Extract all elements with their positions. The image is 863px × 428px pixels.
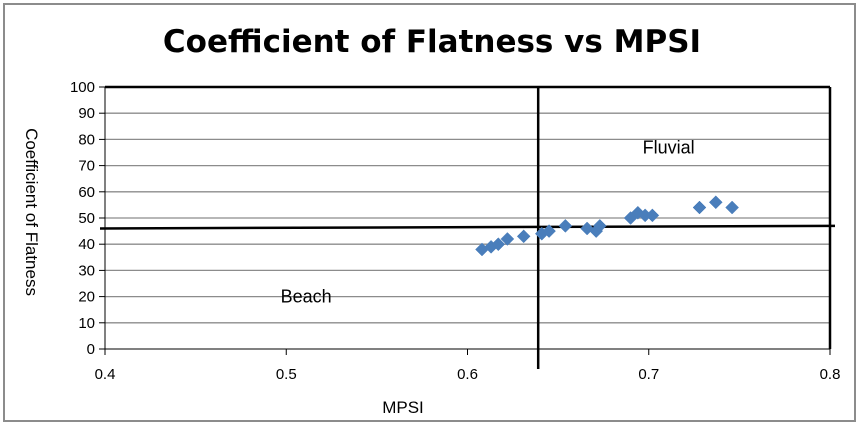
x-tick-label-0.8: 0.8	[820, 366, 841, 383]
data-point-14	[645, 208, 660, 223]
x-tick-label-0.6: 0.6	[457, 366, 478, 383]
y-tick-label-80: 80	[78, 131, 95, 148]
tick-labels: 0 10 20 30 40 50 60 70 80 90 100 0.4 0.5 0.6 0.7 0.8	[70, 79, 840, 383]
data-point-17	[725, 200, 739, 215]
y-tick-label-60: 60	[78, 184, 95, 201]
data-point-6	[542, 224, 556, 238]
y-axis-label: Coefficient of Flatness	[22, 128, 41, 296]
data-point-15	[692, 200, 707, 215]
x-tick-label-0.7: 0.7	[638, 366, 659, 383]
y-tick-label-30: 30	[78, 262, 95, 279]
y-tick-label-10: 10	[78, 315, 95, 332]
axes	[99, 85, 832, 355]
x-tick-label-0.4: 0.4	[95, 366, 116, 383]
x-axis-label: MPSI	[382, 398, 424, 417]
annotation-beach: Beach	[281, 287, 332, 307]
y-tick-label-90: 90	[78, 105, 95, 122]
y-tick-label-70: 70	[78, 158, 95, 175]
data-point-10	[592, 219, 607, 233]
annotation-fluvial: Fluvial	[643, 137, 695, 157]
data-point-16	[708, 195, 723, 210]
y-tick-label-0: 0	[87, 341, 95, 358]
y-tick-label-50: 50	[78, 210, 95, 227]
data-point-7	[558, 219, 573, 233]
y-tick-label-20: 20	[78, 289, 95, 306]
chart-frame	[3, 3, 856, 422]
grid-lines	[105, 112, 830, 324]
data-point-4	[516, 229, 531, 244]
region-dividers	[99, 87, 836, 369]
y-tick-label-100: 100	[70, 79, 95, 96]
data-point-2	[491, 237, 506, 252]
data-points	[475, 195, 739, 257]
y-tick-label-40: 40	[78, 236, 95, 253]
region-annotations: Fluvial Beach	[281, 137, 695, 306]
sloped-divider-line	[99, 224, 836, 230]
data-point-3	[500, 232, 515, 246]
chart-title: Coefficient of Flatness vs MPSI	[163, 24, 701, 60]
x-tick-label-0.5: 0.5	[276, 366, 297, 383]
